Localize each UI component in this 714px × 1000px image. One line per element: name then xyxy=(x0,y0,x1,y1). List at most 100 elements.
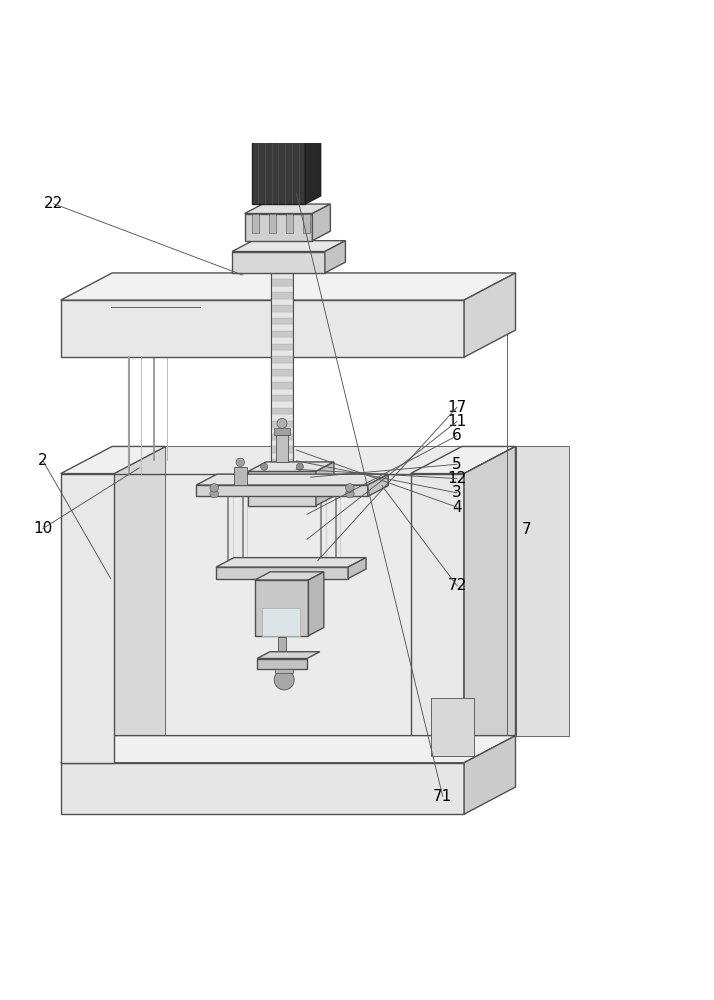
Circle shape xyxy=(346,484,354,492)
Polygon shape xyxy=(271,459,293,466)
Polygon shape xyxy=(276,435,288,462)
Polygon shape xyxy=(271,369,293,376)
Circle shape xyxy=(210,489,218,498)
Polygon shape xyxy=(255,58,303,80)
Polygon shape xyxy=(271,337,293,344)
Circle shape xyxy=(346,489,354,498)
Circle shape xyxy=(296,463,303,470)
Polygon shape xyxy=(61,736,516,763)
Polygon shape xyxy=(252,214,259,233)
Text: 71: 71 xyxy=(433,789,452,804)
Polygon shape xyxy=(61,300,464,357)
Polygon shape xyxy=(196,485,368,496)
Polygon shape xyxy=(271,324,293,331)
Text: 11: 11 xyxy=(448,414,466,429)
Polygon shape xyxy=(271,305,293,312)
Polygon shape xyxy=(411,446,516,474)
Polygon shape xyxy=(255,53,313,58)
Polygon shape xyxy=(271,356,293,363)
Polygon shape xyxy=(348,558,366,579)
Polygon shape xyxy=(255,580,308,636)
Polygon shape xyxy=(271,292,293,299)
Polygon shape xyxy=(303,214,310,233)
Text: 72: 72 xyxy=(448,578,466,593)
Circle shape xyxy=(236,458,244,467)
Circle shape xyxy=(274,670,294,690)
Polygon shape xyxy=(271,318,293,324)
Polygon shape xyxy=(262,608,300,636)
Circle shape xyxy=(210,484,218,492)
Polygon shape xyxy=(286,214,293,233)
Polygon shape xyxy=(271,389,293,395)
Text: 6: 6 xyxy=(452,428,462,443)
Polygon shape xyxy=(252,108,306,204)
Polygon shape xyxy=(271,344,293,350)
Text: 7: 7 xyxy=(521,522,531,537)
Polygon shape xyxy=(313,204,331,241)
Polygon shape xyxy=(464,736,516,814)
Polygon shape xyxy=(61,474,114,763)
Polygon shape xyxy=(234,467,247,485)
Polygon shape xyxy=(61,446,166,474)
Polygon shape xyxy=(248,471,316,506)
Polygon shape xyxy=(271,440,293,446)
Polygon shape xyxy=(271,434,293,440)
Polygon shape xyxy=(61,763,464,814)
Polygon shape xyxy=(271,421,293,427)
Polygon shape xyxy=(271,286,293,292)
Polygon shape xyxy=(306,100,321,204)
Polygon shape xyxy=(278,637,286,657)
Polygon shape xyxy=(271,427,293,434)
Polygon shape xyxy=(112,446,516,736)
Polygon shape xyxy=(271,363,293,369)
Polygon shape xyxy=(232,241,346,252)
Polygon shape xyxy=(325,241,346,273)
Polygon shape xyxy=(271,299,293,305)
Text: 12: 12 xyxy=(448,471,466,486)
Polygon shape xyxy=(114,446,166,763)
Polygon shape xyxy=(271,395,293,401)
Text: 17: 17 xyxy=(448,400,466,415)
Polygon shape xyxy=(248,87,308,100)
Polygon shape xyxy=(271,312,293,318)
Text: 22: 22 xyxy=(44,196,63,211)
Polygon shape xyxy=(464,446,516,763)
Polygon shape xyxy=(516,446,569,736)
Polygon shape xyxy=(114,736,462,763)
Text: 10: 10 xyxy=(34,521,52,536)
Polygon shape xyxy=(271,350,293,356)
Text: 4: 4 xyxy=(452,500,462,515)
Polygon shape xyxy=(255,572,324,580)
Polygon shape xyxy=(271,401,293,408)
Polygon shape xyxy=(271,453,293,459)
Polygon shape xyxy=(271,408,293,414)
Text: 5: 5 xyxy=(452,457,462,472)
Polygon shape xyxy=(271,279,293,286)
Polygon shape xyxy=(252,100,321,108)
Polygon shape xyxy=(248,80,321,87)
Polygon shape xyxy=(244,214,313,241)
Polygon shape xyxy=(271,466,293,472)
Polygon shape xyxy=(268,214,276,233)
Polygon shape xyxy=(271,472,293,479)
Text: 2: 2 xyxy=(38,453,48,468)
Circle shape xyxy=(261,463,268,470)
Polygon shape xyxy=(271,414,293,421)
Polygon shape xyxy=(248,462,334,471)
Polygon shape xyxy=(61,273,516,300)
Polygon shape xyxy=(232,252,325,273)
Polygon shape xyxy=(196,474,388,485)
Polygon shape xyxy=(431,698,474,756)
Polygon shape xyxy=(216,558,366,567)
Circle shape xyxy=(277,418,287,428)
Polygon shape xyxy=(257,659,307,669)
Polygon shape xyxy=(271,331,293,337)
Polygon shape xyxy=(464,446,516,763)
Polygon shape xyxy=(257,652,320,659)
Polygon shape xyxy=(275,669,293,673)
Polygon shape xyxy=(271,376,293,382)
Polygon shape xyxy=(274,428,290,435)
Polygon shape xyxy=(316,462,334,506)
Text: 3: 3 xyxy=(452,485,462,500)
Polygon shape xyxy=(271,446,293,453)
